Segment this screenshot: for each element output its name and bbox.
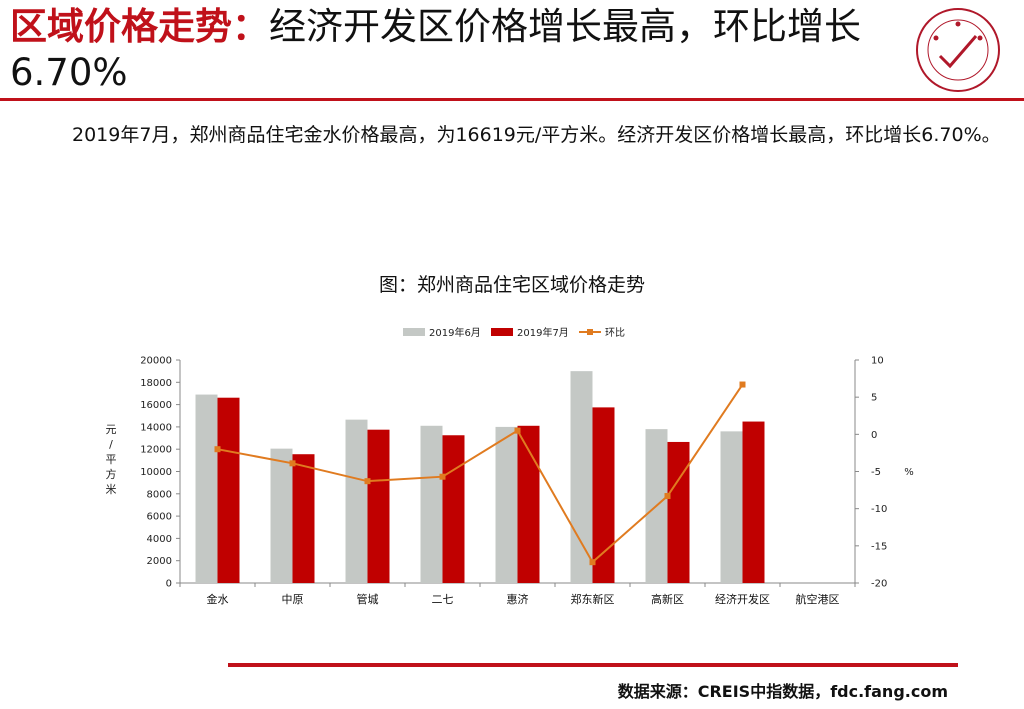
y-tick-label-left: 18000 [140, 378, 172, 389]
y-tick-label-left: 8000 [147, 489, 172, 500]
point-mom [289, 460, 296, 467]
point-mom [664, 493, 671, 500]
y-tick-label-right: 0 [871, 430, 877, 441]
y-tick-label-left: 20000 [140, 356, 172, 367]
price-trend-chart: 0 2000 4000 6000 8000 10000 12000 14000 16000 180… [106, 326, 914, 606]
bar-july [442, 435, 465, 583]
bar-july [367, 429, 390, 583]
x-tick-label: 中原 [282, 593, 304, 606]
y-tick-label-left: 0 [166, 579, 172, 590]
y-tick-label-right: 5 [871, 393, 877, 404]
chart-title: 图：郑州商品住宅区域价格走势 [378, 274, 645, 296]
x-tick-label: 惠济 [507, 592, 529, 606]
page-header: 区域价格走势：经济开发区价格增长最高，环比增长6.70% [10, 4, 910, 96]
line-mom [217, 383, 744, 564]
bar-june [270, 448, 293, 583]
bar-july [742, 421, 765, 583]
y-tick-label-left: 12000 [140, 445, 172, 456]
point-mom [589, 559, 596, 566]
y-tick-label-left: 10000 [140, 467, 172, 478]
legend-swatch-june [403, 328, 425, 336]
y-axis-label-char: 方 [106, 467, 117, 481]
y2-axis-label: % [904, 467, 914, 478]
y-tick-label-left: 6000 [147, 512, 172, 523]
data-source: 数据来源：CREIS中指数据，fdc.fang.com [617, 682, 948, 701]
bar-june [420, 425, 443, 583]
y-axis-label-char: 平 [106, 453, 117, 466]
bar-june [345, 419, 368, 583]
legend-swatch-july [491, 328, 513, 336]
y-tick-label-left: 2000 [147, 556, 172, 567]
y-tick-label-right: -5 [871, 467, 881, 478]
point-mom [364, 478, 371, 485]
y-axis-label-char: / [109, 438, 113, 451]
y-tick-label-left: 14000 [140, 422, 172, 433]
y-axis-label-char: 元 [106, 423, 117, 436]
point-mom [439, 473, 446, 480]
bar-july [667, 441, 690, 583]
x-tick-label: 管城 [357, 592, 379, 606]
legend-label: 2019年7月 [517, 326, 569, 339]
bar-july [592, 407, 615, 583]
title-highlight: 区域价格走势： [10, 5, 269, 48]
page-title: 区域价格走势：经济开发区价格增长最高，环比增长6.70% [10, 4, 910, 96]
legend-label: 2019年6月 [429, 326, 481, 339]
y-tick-label-right: -15 [871, 541, 887, 552]
bar-june [570, 371, 593, 583]
legend-label: 环比 [605, 327, 625, 339]
y-tick-label-right: 10 [871, 356, 884, 367]
x-tick-label: 航空港区 [796, 592, 840, 606]
footer-divider [228, 663, 958, 667]
bar-july [292, 454, 315, 583]
x-tick-label: 高新区 [651, 592, 684, 606]
point-mom [514, 427, 521, 434]
bar-june [195, 394, 218, 583]
y-tick-label-left: 16000 [140, 400, 172, 411]
title-rest: 经济开发区价格增长最高，环比增长6.70% [10, 5, 861, 94]
y-tick-label-left: 4000 [147, 534, 172, 545]
point-mom [739, 381, 746, 388]
y-axis-label-char: 米 [106, 483, 117, 496]
bar-july [517, 425, 540, 583]
y-tick-label-right: -10 [871, 504, 887, 515]
point-mom [214, 446, 221, 453]
bar-june [495, 426, 518, 583]
x-tick-label: 郑东新区 [571, 592, 615, 606]
bar-june [720, 431, 743, 583]
x-tick-label: 经济开发区 [715, 592, 770, 606]
header-divider [0, 98, 1024, 101]
x-tick-label: 二七 [432, 593, 454, 606]
academy-logo [916, 8, 1000, 92]
summary-text: 2019年7月，郑州商品住宅金水价格最高，为16619元/平方米。经济开发区价格… [72, 124, 1001, 146]
x-tick-label: 金水 [207, 592, 229, 606]
y-tick-label-right: -20 [871, 579, 887, 590]
legend-marker-mom [587, 329, 593, 335]
bar-july [217, 397, 240, 583]
